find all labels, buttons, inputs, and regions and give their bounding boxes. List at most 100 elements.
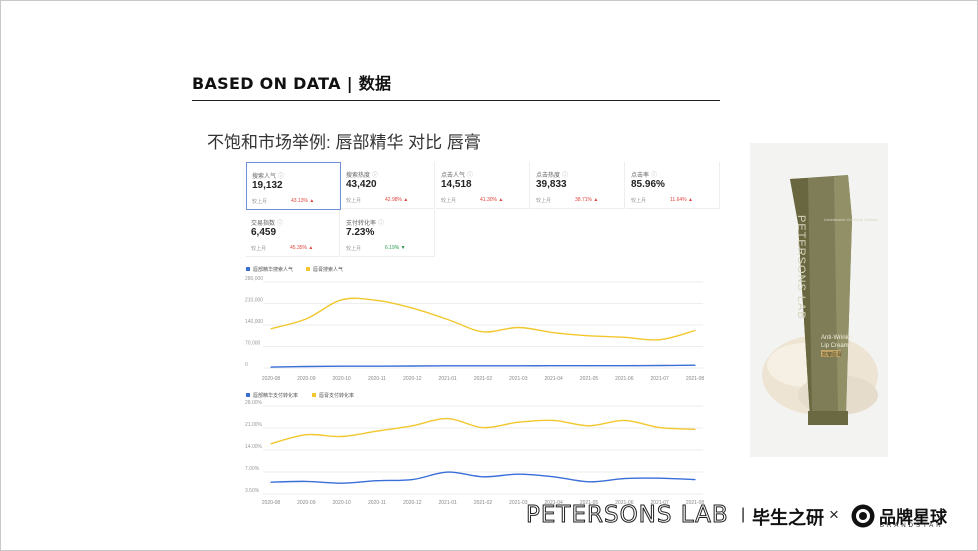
- product-top-text: Unobtrusive Chemical Infusion: [824, 217, 878, 222]
- y-tick-label: 3.50%: [245, 488, 260, 494]
- legend-label: 唇部精华支付转化率: [253, 392, 298, 399]
- x-tick-label: 2021-01: [438, 376, 457, 382]
- x-tick-label: 2020-08: [262, 500, 281, 506]
- metric-value: 85.96%: [631, 179, 665, 190]
- data-point: [553, 476, 555, 478]
- x-tick-label: 2021-07: [650, 500, 669, 506]
- arrow-up-icon: ▲: [687, 197, 693, 203]
- arrow-up-icon: ▲: [309, 198, 315, 204]
- metric-compare-label: 较上月: [631, 198, 647, 204]
- data-point: [376, 430, 378, 432]
- y-tick-label: 14.00%: [245, 444, 263, 450]
- x-tick-label: 2020-11: [368, 376, 386, 382]
- collab-cross: ×: [829, 505, 839, 524]
- metric-label: 交易指数: [251, 221, 276, 227]
- y-tick-label: 7.00%: [245, 466, 260, 472]
- metric-change: 6.19% ▼: [385, 245, 406, 251]
- search-popularity-chart: 唇部精华搜索人气 唇膏搜索人气 0 70,000 140,000 210,000 280,0…: [245, 266, 705, 382]
- x-tick-label: 2020-10: [332, 376, 351, 382]
- product-image: PETERSONS LAB Unobtrusive Chemical Infus…: [750, 143, 888, 457]
- metric-change: 43.13% ▲: [291, 198, 315, 204]
- metric-value: 6,459: [251, 227, 277, 238]
- data-point: [270, 366, 272, 368]
- info-icon: ⓘ: [372, 173, 379, 179]
- metric-label: 点击人气: [441, 173, 466, 179]
- metric-value: 43,420: [346, 179, 377, 190]
- info-icon: ⓘ: [277, 221, 284, 227]
- data-point: [623, 336, 625, 338]
- data-point: [411, 425, 413, 427]
- x-tick-label: 2021-08: [686, 376, 705, 382]
- slide-title: BASED ON DATA | 数据: [192, 74, 392, 93]
- data-point: [411, 307, 413, 309]
- metric-compare-label: 较上月: [346, 198, 362, 204]
- info-icon: ⓘ: [467, 173, 474, 179]
- series-line: [270, 417, 696, 445]
- metric-card[interactable]: 点击人气 ⓘ 14,518 较上月 41.30% ▲: [436, 162, 530, 209]
- metric-label: 点击率: [631, 173, 650, 179]
- y-tick-label: 21.00%: [245, 422, 263, 428]
- data-point: [341, 365, 343, 367]
- petersons-lab-logo: PETERSONS LAB: [526, 502, 729, 529]
- data-point: [270, 328, 272, 330]
- metric-value: 14,518: [441, 179, 472, 190]
- brandstar-logo-text-cn: 品牌星球: [879, 508, 947, 528]
- metric-change: 45.35% ▲: [290, 245, 314, 251]
- data-point: [482, 426, 484, 429]
- data-point: [553, 365, 555, 367]
- data-point: [588, 425, 590, 427]
- data-point: [694, 479, 696, 481]
- metric-card[interactable]: 搜索人气 ⓘ 19,132 较上月 43.13% ▲: [246, 162, 341, 210]
- data-point: [447, 417, 449, 420]
- metric-card[interactable]: 交易指数 ⓘ 6,459 较上月 45.35% ▲: [246, 210, 340, 257]
- metric-label: 点击热度: [536, 173, 561, 179]
- data-point: [447, 365, 449, 367]
- logo-separator: |: [741, 506, 746, 523]
- data-point: [659, 426, 661, 429]
- legend-label: 唇部精华搜索人气: [253, 266, 293, 273]
- metric-compare-label: 较上月: [251, 246, 267, 252]
- info-icon: ⓘ: [562, 173, 569, 179]
- data-point: [694, 329, 696, 332]
- legend-swatch: [306, 267, 310, 271]
- series-line: [270, 297, 696, 341]
- data-point: [376, 365, 378, 367]
- data-point: [694, 364, 696, 366]
- metric-card[interactable]: 搜索热度 ⓘ 43,420 较上月 42.98% ▲: [341, 162, 435, 209]
- data-point: [588, 365, 590, 367]
- data-point: [482, 476, 484, 478]
- conversion-rate-chart: 唇部精华支付转化率 唇膏支付转化率 3.50% 7.00% 14.00% 21.00% 28…: [245, 392, 704, 506]
- data-point: [588, 335, 590, 337]
- arrow-up-icon: ▲: [403, 197, 409, 203]
- metric-compare-label: 较上月: [536, 198, 552, 204]
- y-tick-label: 280,000: [245, 276, 263, 282]
- info-icon: ⓘ: [278, 174, 285, 180]
- x-tick-label: 2021-03: [509, 500, 528, 506]
- arrow-up-icon: ▲: [593, 197, 599, 203]
- data-point: [482, 331, 484, 333]
- arrow-down-icon: ▼: [400, 245, 406, 251]
- dashboard-screenshot: 搜索人气 ⓘ 19,132 较上月 43.13% ▲ 搜索热度 ⓘ 43,420…: [242, 160, 720, 506]
- y-tick-label: 28.00%: [245, 400, 263, 406]
- metric-value: 7.23%: [346, 227, 375, 238]
- metric-compare-label: 较上月: [441, 198, 457, 204]
- x-tick-label: 2021-02: [474, 376, 493, 382]
- metric-card[interactable]: 点击热度 ⓘ 39,833 较上月 38.71% ▲: [531, 162, 625, 209]
- series-line: [270, 471, 696, 484]
- slide-subtitle: 不饱和市场举例: 唇部精华 对比 唇膏: [207, 133, 481, 152]
- x-tick-label: 2021-07: [650, 376, 669, 382]
- metric-value: 19,132: [252, 180, 283, 191]
- x-tick-label: 2020-11: [368, 500, 386, 506]
- data-point: [482, 365, 484, 367]
- y-tick-label: 0: [245, 362, 248, 368]
- arrow-up-icon: ▲: [308, 245, 314, 251]
- x-tick-label: 2021-04: [544, 500, 563, 506]
- metrics-grid: 搜索人气 ⓘ 19,132 较上月 43.13% ▲ 搜索热度 ⓘ 43,420…: [242, 160, 720, 257]
- data-point: [517, 473, 519, 475]
- metric-card[interactable]: 支付转化率 ⓘ 7.23% 较上月 6.19% ▼: [341, 210, 435, 257]
- product-name-line2: Lip Cream: [821, 343, 849, 349]
- metric-compare-label: 较上月: [252, 199, 268, 205]
- x-tick-label: 2020-10: [332, 500, 351, 506]
- metric-change: 42.98% ▲: [385, 197, 409, 203]
- metric-card[interactable]: 点击率 ⓘ 85.96% 较上月 11.64% ▲: [626, 162, 720, 209]
